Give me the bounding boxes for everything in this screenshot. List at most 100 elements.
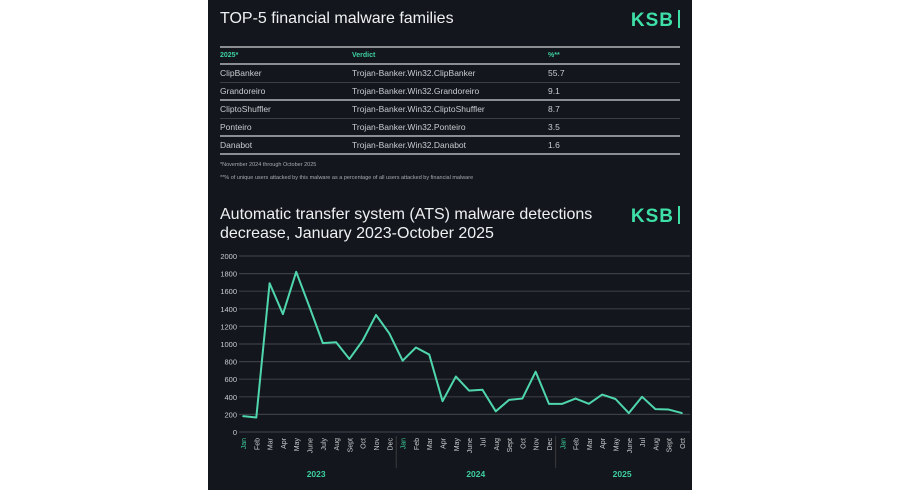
- x-tick-label: Sept: [507, 438, 514, 452]
- chart-title-line1: Automatic transfer system (ATS) malware …: [220, 206, 593, 223]
- x-tick-label: Aug: [494, 438, 501, 451]
- x-tick-label: Jul: [640, 438, 647, 447]
- family-cell: Ponteiro: [220, 118, 352, 137]
- data-point: [388, 332, 391, 335]
- data-point: [455, 375, 457, 378]
- family-cell: ClipBanker: [220, 64, 352, 83]
- data-point: [348, 358, 351, 360]
- data-point: [401, 359, 404, 362]
- x-tick-label: Oct: [680, 438, 687, 449]
- verdict-cell: Trojan-Banker.Win32.Ponteiro: [352, 118, 548, 137]
- ksb-logo: KSB: [631, 206, 680, 228]
- x-tick-label: Apr: [441, 437, 448, 449]
- x-tick-label: Nov: [374, 438, 381, 451]
- data-point: [627, 412, 630, 414]
- data-point: [242, 415, 244, 417]
- y-tick-label: 1200: [220, 322, 237, 331]
- y-tick-label: 200: [224, 410, 237, 419]
- year-label: 2025: [613, 469, 632, 479]
- x-tick-label: Jan: [560, 438, 567, 449]
- data-point: [282, 313, 284, 315]
- x-tick-label: Feb: [414, 438, 421, 450]
- year-label: 2023: [307, 469, 326, 479]
- data-point: [601, 393, 603, 396]
- x-tick-label: Mar: [268, 437, 275, 450]
- y-tick-label: 1400: [220, 305, 237, 314]
- data-point: [494, 410, 497, 413]
- y-tick-label: 1600: [220, 287, 237, 296]
- x-tick-label: Jul: [480, 438, 487, 447]
- x-tick-label: May: [294, 438, 301, 452]
- data-point: [574, 397, 577, 400]
- x-tick-label: Sept: [347, 438, 354, 452]
- data-point: [588, 403, 590, 405]
- y-tick-label: 2000: [220, 252, 237, 261]
- table-row: ClipBanker Trojan-Banker.Win32.ClipBanker…: [220, 64, 680, 83]
- x-tick-label: Aug: [653, 438, 660, 451]
- data-point: [295, 271, 298, 273]
- table-row: Danabot Trojan-Banker.Win32.Danabot 1.6: [220, 136, 680, 155]
- chart-title-line2: decrease, January 2023-October 2025: [220, 225, 494, 242]
- verdict-cell: Trojan-Banker.Win32.ClipBanker: [352, 64, 548, 83]
- x-tick-label: May: [454, 438, 461, 452]
- data-point: [548, 403, 550, 405]
- data-point: [614, 398, 617, 400]
- data-point: [561, 403, 564, 405]
- x-tick-label: Jan: [401, 438, 408, 449]
- percent-cell: 55.7: [548, 64, 680, 83]
- table-row: Ponteiro Trojan-Banker.Win32.Ponteiro 3.5: [220, 118, 680, 137]
- data-point: [441, 400, 444, 402]
- data-point: [481, 388, 484, 391]
- x-tick-label: Jan: [241, 438, 248, 449]
- x-tick-label: Feb: [254, 438, 261, 450]
- x-tick-label: Mar: [427, 437, 434, 450]
- infographic-panel: TOP-5 financial malware families KSB 202…: [208, 0, 692, 490]
- table-row: CliptoShuffler Trojan-Banker.Win32.Clipto…: [220, 100, 680, 119]
- year-label: 2024: [466, 469, 485, 479]
- y-tick-label: 600: [224, 375, 237, 384]
- data-point: [415, 346, 417, 349]
- ksb-logo: KSB: [631, 10, 680, 32]
- data-point: [654, 408, 657, 410]
- footnote-2: **% of unique users attacked by this mal…: [220, 175, 474, 181]
- verdict-cell: Trojan-Banker.Win32.CliptoShuffler: [352, 100, 548, 119]
- y-tick-label: 400: [224, 393, 237, 402]
- data-point: [521, 397, 524, 400]
- data-point: [361, 339, 364, 342]
- x-tick-label: Nov: [534, 438, 541, 451]
- x-tick-label: Oct: [520, 438, 527, 449]
- x-tick-label: Aug: [334, 438, 341, 451]
- x-tick-label: July: [321, 438, 328, 451]
- data-point: [308, 306, 311, 308]
- data-point: [667, 408, 670, 411]
- data-point: [428, 353, 431, 356]
- x-tick-label: June: [308, 438, 315, 453]
- y-tick-label: 800: [224, 358, 237, 367]
- x-tick-label: Mar: [587, 437, 594, 450]
- x-tick-label: Apr: [600, 437, 607, 449]
- x-tick-label: May: [613, 438, 620, 452]
- footnote-1: *November 2024 through October 2025: [220, 162, 317, 168]
- x-tick-label: Dec: [387, 438, 394, 451]
- verdict-cell: Trojan-Banker.Win32.Grandoreiro: [352, 82, 548, 101]
- malware-table: 2025* Verdict %** ClipBanker Trojan-Banke…: [220, 46, 680, 155]
- x-tick-label: Apr: [281, 437, 288, 449]
- family-cell: Danabot: [220, 136, 352, 155]
- x-tick-label: Feb: [574, 438, 581, 450]
- verdict-cell: Trojan-Banker.Win32.Danabot: [352, 136, 548, 155]
- detections-line: [242, 270, 683, 419]
- data-point: [375, 314, 377, 316]
- col-header-year: 2025*: [220, 46, 352, 65]
- y-tick-label: 1800: [220, 270, 237, 279]
- data-point: [534, 370, 537, 373]
- percent-cell: 3.5: [548, 118, 680, 137]
- x-tick-label: Sept: [667, 438, 674, 452]
- data-point: [468, 389, 470, 392]
- data-point: [268, 282, 271, 285]
- data-point: [335, 341, 337, 344]
- col-header-percent: %**: [548, 46, 680, 65]
- chart-title: Automatic transfer system (ATS) malware …: [220, 205, 592, 243]
- data-point: [255, 416, 258, 419]
- line-chart: 0 200 400 600 800 1000 1200 1400 1600 1800 2000 Jan…: [220, 252, 690, 479]
- percent-cell: 9.1: [548, 82, 680, 101]
